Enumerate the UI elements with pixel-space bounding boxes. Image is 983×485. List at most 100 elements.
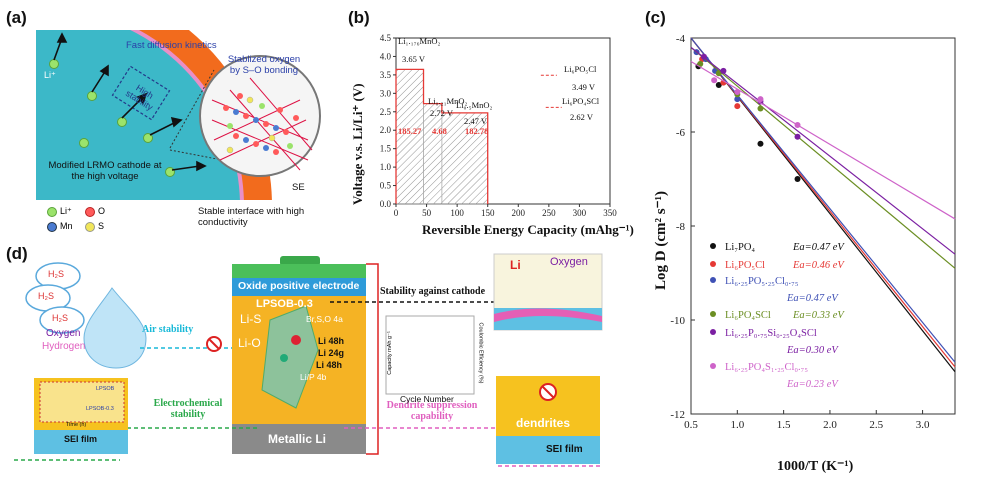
c-ytick-label: -8 [676, 221, 686, 233]
li-o-label: Li-O [238, 336, 261, 350]
legend-o-dot [85, 207, 95, 217]
c-fit-line [690, 46, 956, 255]
c-legend: Li₇PO₄ Ea=0.47 eV Li₆PO₅Cl Ea=0.46 eV Li₆.₂₅… [710, 242, 845, 390]
b-plot-area: 0 50 100 150 200 250 300 350 0.0 0.5 1.0 1.5 2.0 2.5 3… [380, 33, 618, 218]
b-xtick-label: 100 [450, 208, 464, 218]
b-annotation: Li₁.₁₇₆MnO₂ [398, 36, 440, 46]
water-droplet [83, 287, 147, 369]
b-ytick-label: 1.0 [380, 162, 392, 172]
c-legend-ea: Ea=0.30 eV [786, 345, 839, 356]
c-legend-marker [710, 277, 716, 283]
c-legend-marker [710, 329, 716, 335]
time-axis-label: Time (h) [66, 422, 87, 428]
c-ytick-label: -10 [670, 315, 685, 327]
c-legend-ea: Ea=0.23 eV [786, 379, 839, 390]
c-ytick-label: -4 [676, 33, 686, 45]
c-data-point [715, 70, 722, 77]
panel-d-label: (d) [6, 244, 28, 263]
b-ytick-label: 0.0 [380, 199, 392, 209]
cathode-body [36, 30, 240, 200]
li-ion [143, 133, 153, 143]
b-ytick-label: 4.5 [380, 33, 392, 43]
stable-interface-label: Stable interface with high conductivity [198, 206, 305, 228]
site-label-5: Li/P 4b [300, 372, 327, 382]
lpsob-small-2: LPSOB-0.3 [86, 406, 114, 412]
c-ylabel: Log D (cm² s⁻¹) [653, 191, 669, 290]
b-annotation: 3.65 V [402, 54, 426, 64]
li-ion [49, 59, 59, 69]
panel-b: (b) Voltage v.s. Li/Li⁺ (V) Reversible E… [340, 0, 640, 240]
legend-s-label: S [98, 221, 105, 231]
c-xtick-label: 3.0 [916, 419, 930, 431]
site-label-3: Li 24g [318, 348, 345, 358]
stabilized-oxygen-label: Stablized oxygen by S–O bonding [227, 54, 301, 76]
fast-diffusion-label: Fast diffusion kinetics [126, 40, 217, 51]
dendrite-inset-base [496, 436, 600, 464]
hydrogen-label: Hydrogen [42, 341, 86, 352]
cycling-inset [385, 315, 475, 395]
c-legend-ea: Ea=0.33 eV [792, 310, 845, 321]
modified-cathode-label: Modified LRMO cathode at the high voltag… [48, 160, 162, 182]
b-xtick-label: 0 [394, 208, 399, 218]
b-step-bar [395, 69, 424, 205]
c-plot-area: 0.5 1.0 1.5 2.0 2.5 3.0 -4 -6 -8 -10 -12 [670, 33, 956, 431]
crystal-cluster [261, 305, 319, 409]
zoom-line [169, 69, 215, 149]
c-ytick-label: -12 [670, 409, 685, 421]
metallic-li-label: Metallic Li [268, 432, 327, 446]
b-ytick-label: 2.0 [380, 125, 392, 135]
site-label-2: Li 48h [318, 336, 345, 346]
c-legend-name: Li₆PO₄SCl [725, 310, 771, 321]
oxygen-label: Oxygen [46, 328, 81, 339]
legend-o-label: O [98, 206, 106, 216]
diffusion-arrows [53, 32, 207, 172]
oxide-electrode-label: Oxide positive electrode [238, 280, 360, 292]
oxide-layer [232, 278, 366, 296]
legend-li-label: Li⁺ [60, 206, 72, 216]
sei-inner-plot [39, 381, 125, 423]
b-ytick-label: 3.0 [380, 88, 392, 98]
battery-cap [280, 256, 320, 266]
crystal-lattice [211, 77, 313, 171]
lpsob-label: LPSOB-0.3 [256, 298, 313, 310]
li-ion [165, 167, 175, 177]
li-s-label: Li-S [240, 312, 262, 326]
li-right-label: Li [510, 258, 521, 272]
b-ytick-label: 2.5 [380, 107, 392, 117]
b-step-bar [423, 103, 443, 205]
site-label-4: Li 48h [316, 360, 343, 370]
panel-a: (a) [0, 0, 340, 232]
c-legend-name: Li₆.₂₅PO₅.₂₅Cl₀.₇₅ [725, 276, 799, 287]
c-xtick-label: 0.5 [684, 419, 698, 431]
li-plus-label: Li⁺ [44, 70, 56, 80]
c-data-point [720, 67, 727, 74]
b-annotation: 2.47 V [464, 116, 488, 126]
zoom-line [169, 149, 223, 161]
c-legend-ea: Ea=0.47 eV [786, 293, 839, 304]
b-annotation: 182.78 [465, 126, 488, 136]
c-xlabel: 1000/T (K⁻¹) [777, 459, 854, 474]
electrochem-label: Electrochemical stability [153, 398, 223, 420]
b-annotation: Li₆PO₄SCl [562, 96, 600, 106]
sei-inset-base [34, 430, 128, 454]
c-legend-name: Li₆.₂₅P₀.₇₅Si₀.₂₅O₄SCl [725, 328, 817, 339]
c-xtick-label: 2.5 [869, 419, 883, 431]
legend-mn-label: Mn [60, 221, 73, 231]
sei-film-left: SEI film [64, 434, 98, 444]
stability-cathode-label: Stability against cathode [380, 286, 486, 297]
dendrites-label: dendrites [516, 416, 571, 430]
site-label-1: Br,S,O 4a [306, 314, 343, 324]
c-legend-marker [710, 363, 716, 369]
b-annotation: 4.68 [432, 126, 447, 136]
c-legend-name: Li₆PO₅Cl [725, 260, 765, 271]
crystal-atom [291, 335, 301, 345]
c-legend-name: Li₆.₂₅PO₄S₁.₂₅Cl₀.₇₅ [725, 362, 808, 373]
c-legend-ea: Ea=0.46 eV [792, 260, 845, 271]
b-annotation: 2.62 V [570, 112, 594, 122]
b-annotation: Li₀.₂₁MnO₂ [428, 96, 468, 106]
b-annotation: 3.49 V [572, 82, 596, 92]
h2s-cloud [39, 306, 85, 334]
c-ytick-label: -6 [676, 127, 686, 139]
b-ytick-label: 3.5 [380, 70, 392, 80]
h2s-2: H₂S [38, 291, 54, 301]
